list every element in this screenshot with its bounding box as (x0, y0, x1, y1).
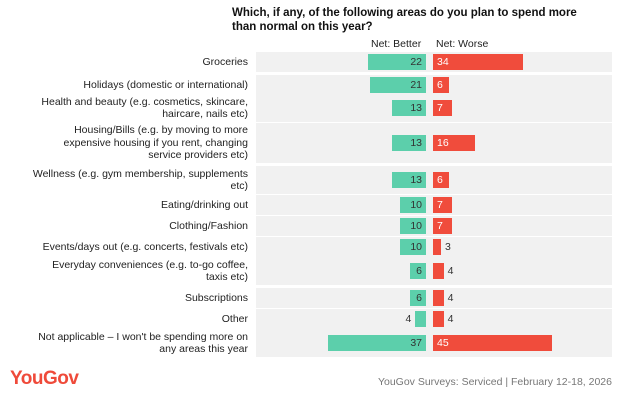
bar (433, 335, 553, 351)
chart-title: Which, if any, of the following areas do… (232, 7, 577, 33)
category-label: Wellness (e.g. gym membership, supplemen… (32, 167, 248, 193)
category-label: Everyday conveniences (e.g. to-go coffee… (52, 258, 248, 284)
value-label: 22 (410, 56, 422, 68)
category-label: Other (221, 312, 248, 325)
category-label: Clothing/Fashion (169, 219, 248, 232)
category-label: Groceries (202, 55, 248, 68)
bar (399, 197, 426, 213)
value-label: 6 (437, 174, 443, 186)
value-label: 7 (437, 102, 443, 114)
value-label: 16 (437, 137, 449, 149)
value-label: 4 (405, 313, 412, 325)
bar (433, 311, 444, 327)
value-label: 13 (410, 137, 422, 149)
category-label: Housing/Bills (e.g. by moving to more ex… (63, 124, 248, 162)
bar (433, 263, 444, 279)
bar (433, 100, 452, 116)
value-label: 6 (416, 265, 422, 277)
value-label: 34 (437, 56, 449, 68)
value-label: 4 (447, 292, 454, 304)
bar (433, 290, 444, 306)
value-label: 37 (410, 337, 422, 349)
value-label: 45 (437, 337, 449, 349)
brand-logo: YouGov (10, 368, 79, 389)
bar (399, 239, 426, 255)
bar (433, 197, 452, 213)
legend-entry: Net: Better (371, 38, 422, 50)
bar (433, 54, 524, 70)
value-label: 6 (416, 292, 422, 304)
category-label: Health and beauty (e.g. cosmetics, skinc… (41, 95, 248, 121)
category-label: Eating/drinking out (161, 198, 248, 211)
value-label: 6 (437, 79, 443, 91)
bar (433, 239, 441, 255)
value-label: 4 (447, 313, 454, 325)
bar (391, 100, 426, 116)
value-label: 10 (410, 199, 422, 211)
value-label: 4 (447, 265, 454, 277)
bar (415, 311, 426, 327)
value-label: 13 (410, 174, 422, 186)
value-label: 21 (410, 79, 422, 91)
bar (399, 218, 426, 234)
bar (433, 172, 449, 188)
category-label: Not applicable – I won't be spending mor… (38, 330, 248, 356)
bar (433, 135, 476, 151)
bar (433, 218, 452, 234)
bar (367, 54, 426, 70)
value-label: 3 (444, 241, 451, 253)
legend-entry: Net: Worse (436, 38, 489, 50)
category-label: Holidays (domestic or international) (83, 78, 248, 91)
value-label: 10 (410, 241, 422, 253)
category-label: Subscriptions (184, 291, 248, 304)
bar (410, 263, 426, 279)
bar (370, 77, 426, 93)
bar (391, 172, 426, 188)
value-label: 7 (437, 199, 443, 211)
bar (410, 290, 426, 306)
bar (391, 135, 426, 151)
value-label: 10 (410, 220, 422, 232)
source-note: YouGov Surveys: Serviced | February 12-1… (377, 376, 612, 388)
value-label: 13 (410, 102, 422, 114)
bar (327, 335, 426, 351)
bar (433, 77, 449, 93)
value-label: 7 (437, 220, 443, 232)
category-label: Events/days out (e.g. concerts, festival… (42, 240, 248, 253)
